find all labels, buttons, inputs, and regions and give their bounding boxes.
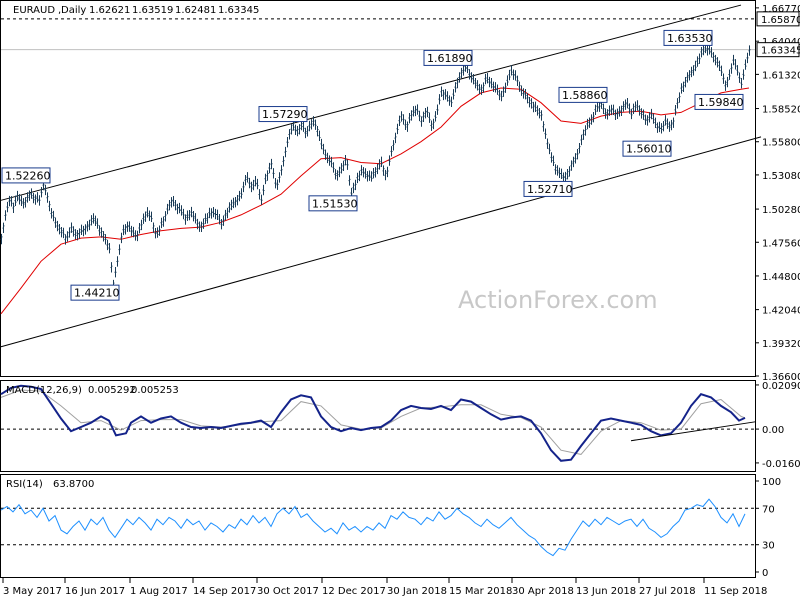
price-header-low: 1.62481 [175,5,216,16]
rsi-line [0,498,746,557]
last-price-label-box [756,42,800,58]
rsi-y-tick-label: 100 [762,477,781,488]
macd-y-tick-label: 0.020904 [762,381,800,392]
macd-header-signal: 0.005253 [131,385,179,396]
price-y-tick-label: 1.61320 [762,70,800,81]
macd-panel-frame [0,380,756,472]
level-annotation-label: 1.63530 [667,32,713,45]
price-header-sep: , [58,5,61,16]
x-tick-label: 30 Apr 2018 [512,586,574,597]
price-y-tick-label: 1.50280 [762,205,800,216]
macd-signal-line [0,389,746,455]
price-y-tick-label: 1.47560 [762,238,800,249]
x-tick-label: 3 May 2017 [3,586,62,597]
price-y-tick-label: 1.66770 [762,4,800,15]
x-tick-label: 30 Jan 2018 [387,586,447,597]
level-annotation-box [308,195,358,212]
rsi-header-value: 63.8700 [53,479,94,490]
price-y-tick-label: 1.36600 [762,372,800,383]
level-annotation-box [70,284,120,301]
watermark: ActionForex.com [458,286,658,314]
rsi-y-tick-label: 70 [762,504,775,515]
x-tick-label: 15 Mar 2018 [449,586,512,597]
macd-header-label: MACD(12,26,9) [6,385,82,396]
level-annotation-box [258,106,308,123]
price-y-tick-label: 1.58520 [762,105,800,116]
rsi-y-tick-label: 0 [762,568,768,579]
level-annotation-label: 1.56010 [626,143,672,156]
price-y-tick-label: 1.53080 [762,171,800,182]
x-tick-label: 30 Oct 2017 [257,586,319,597]
level-annotation-box [423,49,473,66]
rsi-panel-frame [0,474,756,578]
price-header-close: 1.63345 [218,5,259,16]
x-tick-label: 27 Jul 2018 [639,586,696,597]
price-y-tick-label: 1.39320 [762,339,800,350]
level-annotation-box [558,86,608,103]
macd-trendline [630,421,757,442]
price-panel-frame [0,0,756,377]
level-annotation-label: 1.61890 [427,52,473,65]
last-price-label: 1.63345 [761,46,800,57]
price-y-tick-label: 1.42040 [762,306,800,317]
price-y-tick-label: 1.55800 [762,138,800,149]
macd-y-tick-label: 0.00 [762,425,784,436]
level-annotation-label: 1.51530 [312,197,358,210]
price-header-open: 1.62621 [89,5,130,16]
level-annotation-label: 1.52710 [527,183,573,196]
channel-upper-line [0,4,742,201]
rsi-header-label: RSI(14) [6,479,43,490]
level-annotation-box [622,140,672,157]
x-tick-label: 11 Sep 2018 [704,586,767,597]
level-annotation-box [694,93,744,110]
x-tick-label: 12 Dec 2017 [322,586,386,597]
macd-y-tick-label: -0.016023 [762,459,800,470]
x-tick-label: 14 Sep 2017 [193,586,256,597]
channel-lower-line [0,136,762,348]
level-annotation-label: 1.57290 [262,108,308,121]
resistance-label: 1.65870 [761,15,800,26]
resistance-label-box [756,11,800,27]
level-annotation-label: 1.58860 [562,89,608,102]
x-tick-label: 13 Jun 2018 [576,586,636,597]
macd-main-line [0,384,746,462]
level-annotation-label: 1.44210 [74,287,120,300]
price-header-timeframe: Daily [61,5,86,16]
price-header-high: 1.63519 [132,5,173,16]
level-annotation-box [663,29,713,46]
rsi-y-tick-label: 30 [762,541,775,552]
level-annotation-box [523,180,573,197]
level-annotation-box [1,167,51,184]
price-y-tick-label: 1.44800 [762,272,800,283]
level-annotation-label: 1.52260 [5,169,51,182]
price-header-symbol: EURAUD [13,5,55,16]
x-tick-label: 16 Jun 2017 [65,586,125,597]
macd-header-main: 0.005292 [88,385,136,396]
level-annotation-label: 1.59840 [698,96,744,109]
x-tick-label: 1 Aug 2017 [130,586,188,597]
